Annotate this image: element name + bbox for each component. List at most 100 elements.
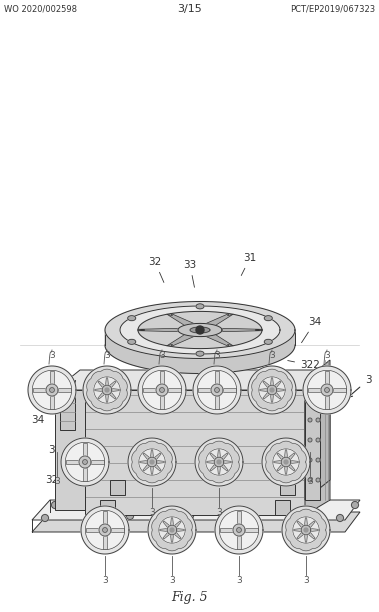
Polygon shape [160,396,164,409]
Polygon shape [294,529,301,531]
Text: Fig. 5: Fig. 5 [171,591,208,603]
Polygon shape [260,389,267,392]
Polygon shape [91,460,104,464]
Circle shape [246,510,254,518]
Text: 3: 3 [102,576,108,585]
Text: 3: 3 [159,351,165,360]
Polygon shape [301,525,311,535]
Polygon shape [87,369,127,411]
Circle shape [337,515,343,521]
Polygon shape [98,381,105,387]
Circle shape [316,398,320,402]
Polygon shape [274,392,281,399]
Polygon shape [210,453,217,460]
Polygon shape [95,389,102,392]
Polygon shape [140,461,147,463]
Circle shape [324,387,329,392]
Text: 3: 3 [269,351,275,360]
Polygon shape [106,395,108,402]
Polygon shape [85,370,330,390]
Polygon shape [218,450,221,457]
Polygon shape [157,461,164,463]
Polygon shape [60,380,75,430]
Polygon shape [262,438,310,486]
Polygon shape [137,328,179,332]
Ellipse shape [128,316,136,321]
Polygon shape [103,536,107,549]
Ellipse shape [196,304,204,309]
Polygon shape [273,449,299,475]
Polygon shape [99,524,111,536]
Text: 3: 3 [216,508,222,517]
Polygon shape [110,392,116,399]
Circle shape [41,515,49,521]
Polygon shape [263,392,269,399]
Polygon shape [160,529,167,531]
Text: 3: 3 [49,351,55,360]
Polygon shape [267,385,277,395]
Text: 3: 3 [104,351,110,360]
Polygon shape [211,384,223,396]
Polygon shape [206,335,233,346]
Ellipse shape [128,339,136,345]
Polygon shape [120,306,280,354]
Polygon shape [274,381,281,387]
Polygon shape [132,441,172,483]
Polygon shape [309,521,315,528]
Polygon shape [138,366,186,414]
Polygon shape [167,335,194,346]
Polygon shape [167,525,177,535]
Polygon shape [195,438,243,486]
Polygon shape [168,388,181,392]
Polygon shape [199,441,239,483]
Text: 323: 323 [175,513,195,535]
Polygon shape [171,535,174,542]
Text: 3: 3 [307,477,313,486]
Polygon shape [143,370,182,409]
Polygon shape [311,529,318,531]
Polygon shape [139,449,165,475]
Polygon shape [178,323,222,337]
Text: 321: 321 [48,445,68,455]
Polygon shape [297,532,304,539]
Polygon shape [293,517,319,543]
Polygon shape [282,506,330,554]
Polygon shape [259,377,285,403]
Polygon shape [218,467,221,474]
Polygon shape [220,528,233,532]
Polygon shape [174,532,181,539]
Polygon shape [83,468,87,480]
Polygon shape [252,369,292,411]
Polygon shape [305,535,307,542]
Circle shape [83,460,88,465]
Polygon shape [81,506,129,554]
Text: 3: 3 [303,576,309,585]
Polygon shape [210,465,217,471]
Polygon shape [58,388,71,392]
Text: 3: 3 [54,477,60,486]
Circle shape [186,512,194,520]
Polygon shape [223,388,236,392]
Polygon shape [288,453,295,460]
Polygon shape [112,389,119,392]
Polygon shape [321,384,333,396]
Polygon shape [193,366,241,414]
Polygon shape [308,388,321,392]
Polygon shape [65,442,105,482]
Polygon shape [177,529,184,531]
Polygon shape [110,381,116,387]
Polygon shape [156,384,168,396]
Circle shape [304,528,308,532]
Polygon shape [94,377,120,403]
Text: 3: 3 [348,375,371,397]
Polygon shape [66,460,79,464]
Polygon shape [83,366,131,414]
Polygon shape [274,461,281,463]
Polygon shape [288,465,295,471]
Circle shape [308,438,312,442]
Circle shape [150,460,154,464]
Polygon shape [46,384,58,396]
Polygon shape [85,390,305,515]
Polygon shape [271,395,273,402]
Polygon shape [219,510,259,550]
